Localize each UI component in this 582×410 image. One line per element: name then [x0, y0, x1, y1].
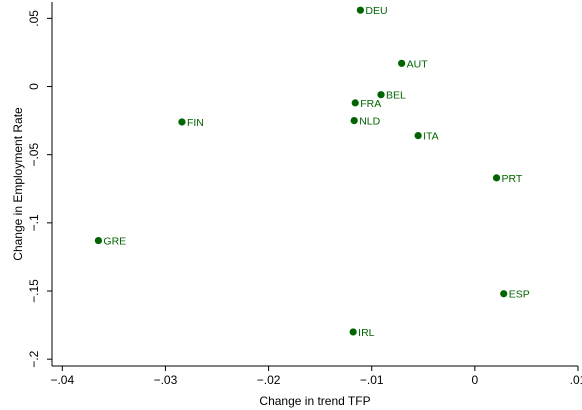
- x-tick-label: −.01: [360, 373, 384, 387]
- point-label-deu: DEU: [365, 5, 387, 17]
- point-label-nld: NLD: [359, 116, 380, 128]
- y-axis-title: Change in Employment Rate: [11, 107, 25, 261]
- y-axis-ticks: .05 0 −.05 −.1 −.15 −.2: [27, 10, 52, 368]
- point-label-gre: GRE: [103, 236, 126, 248]
- point-label-bel: BEL: [386, 90, 406, 102]
- y-tick-label: .05: [27, 10, 41, 27]
- data-point-fin: [178, 118, 186, 126]
- data-point-esp: [500, 290, 508, 298]
- data-point-fra: [351, 99, 359, 107]
- x-axis-ticks: −.04 −.03 −.02 −.01 0 .01: [50, 366, 582, 387]
- point-label-aut: AUT: [407, 58, 429, 70]
- x-tick-label: −.03: [154, 373, 178, 387]
- x-tick-label: −.02: [257, 373, 281, 387]
- data-point-deu: [356, 6, 364, 14]
- y-tick-label: −.2: [27, 350, 41, 367]
- data-points: DEU AUT BEL FRA FIN NLD ITA PRT GRE ESP IRL: [94, 5, 530, 339]
- x-tick-label: .01: [570, 373, 582, 387]
- point-label-irl: IRL: [358, 327, 375, 339]
- data-point-ita: [414, 132, 422, 140]
- x-tick-label: −.04: [50, 373, 74, 387]
- data-point-aut: [398, 59, 406, 67]
- x-axis-title: Change in trend TFP: [259, 394, 370, 408]
- y-tick-label: −.15: [27, 279, 41, 303]
- data-point-nld: [350, 117, 358, 125]
- y-tick-label: −.05: [27, 143, 41, 167]
- y-tick-label: 0: [27, 83, 41, 90]
- data-point-prt: [492, 174, 501, 182]
- point-label-fra: FRA: [360, 98, 381, 110]
- point-label-fin: FIN: [187, 117, 204, 129]
- point-label-esp: ESP: [509, 289, 530, 301]
- data-point-bel: [377, 91, 385, 99]
- data-point-gre: [94, 236, 103, 245]
- x-tick-label: 0: [472, 373, 479, 387]
- point-label-ita: ITA: [423, 131, 439, 143]
- y-tick-label: −.1: [27, 214, 41, 231]
- data-point-irl: [349, 328, 357, 336]
- point-label-prt: PRT: [502, 173, 523, 185]
